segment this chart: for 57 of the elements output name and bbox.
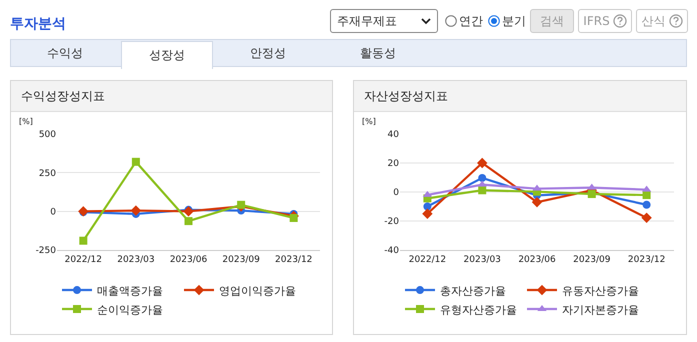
- chart-title: 수익성장성지표: [11, 81, 332, 112]
- point: [478, 186, 486, 194]
- x-tick-label: 2023/12: [628, 254, 666, 265]
- text: 검색: [530, 9, 574, 33]
- legend-label: 총자산증가율: [440, 284, 506, 298]
- point: [290, 214, 298, 222]
- y-axis-title: [%]: [362, 117, 376, 126]
- point: [478, 174, 486, 182]
- x-tick-label: 2022/12: [64, 254, 102, 265]
- x-tick-label: 2023/03: [117, 254, 155, 265]
- x-tick-label: 2023/09: [573, 254, 611, 265]
- point: [642, 191, 651, 200]
- point: [79, 236, 88, 245]
- x-tick-label: 2022/12: [408, 254, 446, 265]
- point: [184, 217, 192, 226]
- text: 투자분석: [10, 15, 66, 33]
- legend-label: 유형자산증가율: [440, 303, 517, 316]
- legend-label: 자기자본증가율: [562, 303, 639, 316]
- point: [477, 158, 488, 168]
- point: [532, 196, 542, 208]
- x-tick-label: 2023/12: [275, 254, 312, 265]
- legend-label: 영업이익증가율: [219, 284, 296, 298]
- x-tick-label: 2023/09: [222, 254, 260, 265]
- point: [183, 206, 194, 217]
- y-tick-label: 40: [388, 130, 400, 140]
- point: [642, 200, 651, 209]
- text: 연간: [458, 12, 484, 30]
- y-tick-label: -40: [384, 246, 400, 256]
- text: 분기: [501, 12, 527, 30]
- legend-label: 유동자산증가율: [562, 284, 639, 298]
- x-tick-label: 2023/03: [464, 254, 501, 265]
- y-tick-label: -250: [36, 246, 56, 256]
- y-tick-label: 500: [38, 130, 56, 140]
- point: [422, 208, 433, 219]
- point: [132, 158, 140, 166]
- y-axis-title: [%]: [19, 117, 33, 126]
- point: [130, 205, 142, 216]
- legend-label: 매출액증가율: [97, 284, 163, 298]
- x-tick-label: 2023/06: [518, 254, 556, 265]
- text: IFRS: [578, 9, 632, 33]
- text: 산식: [636, 9, 688, 33]
- text: 안정성: [249, 44, 287, 62]
- point: [641, 212, 652, 224]
- y-tick-label: 250: [38, 168, 56, 179]
- y-tick-label: 20: [388, 159, 400, 170]
- text: 활동성: [359, 44, 397, 62]
- text: 주재무제표: [330, 9, 438, 33]
- text: 성장성: [121, 41, 213, 69]
- y-tick-label: -20: [384, 217, 400, 228]
- chart-title: 자산성장성지표: [354, 81, 686, 112]
- text: 수익성: [46, 44, 84, 62]
- point: [237, 200, 246, 209]
- y-tick-label: 0: [50, 207, 56, 218]
- point: [423, 202, 432, 210]
- legend-label: 순이익증가율: [97, 303, 163, 316]
- x-tick-label: 2023/06: [170, 254, 208, 265]
- y-tick-label: 0: [393, 188, 400, 198]
